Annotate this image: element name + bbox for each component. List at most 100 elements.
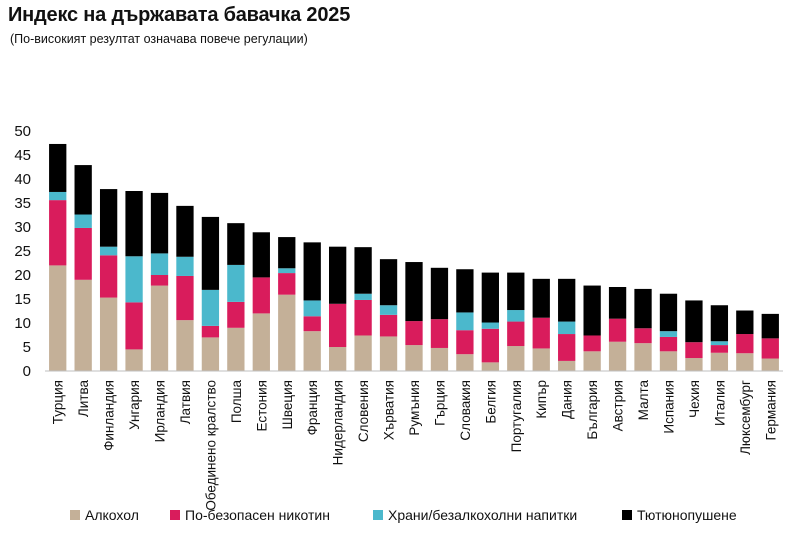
bar-segment bbox=[558, 334, 576, 361]
legend-swatch bbox=[622, 510, 632, 520]
x-tick-label: Малта bbox=[636, 380, 651, 421]
bar-stack bbox=[558, 278, 576, 371]
bars bbox=[49, 143, 779, 371]
bar-segment bbox=[583, 335, 601, 352]
bar-segment bbox=[507, 321, 525, 347]
bar-segment bbox=[150, 275, 169, 286]
bar-segment bbox=[507, 310, 525, 322]
bar-segment bbox=[736, 353, 754, 371]
bar-segment bbox=[150, 192, 169, 254]
x-tick-label: Чехия bbox=[687, 380, 702, 418]
bar-segment bbox=[659, 336, 678, 352]
bar-segment bbox=[405, 345, 423, 371]
legend-item: По-безопасен никотин bbox=[170, 507, 330, 523]
bar-segment bbox=[558, 321, 576, 335]
bar-segment bbox=[201, 325, 220, 338]
x-tick-label: Полша bbox=[229, 380, 244, 424]
bar-segment bbox=[710, 345, 729, 353]
bar-segment bbox=[379, 314, 398, 337]
bar-stack bbox=[201, 216, 220, 371]
bar-segment bbox=[303, 242, 321, 301]
legend-label: По-безопасен никотин bbox=[185, 507, 330, 523]
bar-segment bbox=[125, 191, 143, 257]
legend-label: Тютюнопушене bbox=[637, 507, 737, 523]
legend-label: Алкохол bbox=[85, 507, 139, 523]
y-tick-label: 35 bbox=[14, 195, 31, 212]
x-tick-label: Румъния bbox=[407, 380, 422, 436]
bar-segment bbox=[150, 253, 169, 275]
bar-segment bbox=[354, 293, 372, 300]
bar-segment bbox=[329, 303, 347, 347]
bar-segment bbox=[608, 341, 627, 371]
bar-segment bbox=[736, 334, 754, 354]
bar-segment bbox=[99, 246, 118, 256]
bar-stack bbox=[354, 247, 372, 371]
bar-segment bbox=[456, 269, 474, 313]
bar-segment bbox=[532, 348, 550, 371]
bar-segment bbox=[608, 287, 627, 319]
y-tick-label: 10 bbox=[14, 315, 31, 332]
legend-swatch bbox=[70, 510, 80, 520]
bar-segment bbox=[634, 288, 652, 329]
bar-stack bbox=[634, 288, 652, 371]
legend-item: Тютюнопушене bbox=[622, 507, 737, 523]
legend-label: Храни/безалкохолни напитки bbox=[388, 507, 577, 523]
bar-segment bbox=[150, 285, 169, 371]
x-tick-label: Хърватия bbox=[382, 380, 397, 440]
bar-segment bbox=[481, 328, 499, 363]
y-tick-label: 0 bbox=[23, 363, 31, 380]
bar-stack bbox=[685, 300, 703, 371]
bar-segment bbox=[405, 262, 423, 322]
y-tick-label: 5 bbox=[23, 339, 31, 356]
bar-segment bbox=[659, 293, 678, 332]
bar-segment bbox=[99, 189, 118, 247]
bar-stack bbox=[125, 191, 143, 371]
bar-stack bbox=[379, 259, 398, 371]
bar-segment bbox=[278, 237, 296, 269]
bar-segment bbox=[558, 360, 576, 371]
bar-segment bbox=[49, 200, 67, 266]
y-tick-label: 50 bbox=[14, 123, 31, 140]
bar-segment bbox=[303, 331, 321, 371]
bar-stack bbox=[481, 272, 499, 371]
bar-segment bbox=[685, 358, 703, 371]
bar-segment bbox=[761, 358, 779, 371]
bar-segment bbox=[278, 273, 296, 295]
bar-segment bbox=[558, 278, 576, 322]
bar-stack bbox=[507, 272, 525, 371]
bar-stack bbox=[303, 242, 321, 371]
bar-segment bbox=[430, 267, 449, 320]
bar-segment bbox=[379, 259, 398, 306]
bar-segment bbox=[761, 313, 779, 339]
bar-segment bbox=[99, 297, 118, 371]
bar-segment bbox=[608, 318, 627, 342]
x-tick-label: Обединено кралство bbox=[203, 380, 218, 511]
bar-segment bbox=[710, 352, 729, 371]
bar-stack bbox=[583, 285, 601, 371]
bar-segment bbox=[49, 191, 67, 201]
bar-stack bbox=[532, 278, 550, 371]
bar-segment bbox=[201, 289, 220, 326]
bar-segment bbox=[405, 321, 423, 346]
bar-segment bbox=[634, 328, 652, 344]
x-tick-label: Испания bbox=[661, 380, 676, 434]
bar-segment bbox=[634, 343, 652, 371]
x-tick-label: Литва bbox=[76, 380, 91, 418]
bar-segment bbox=[125, 302, 143, 350]
bar-segment bbox=[507, 346, 525, 371]
y-tick-label: 15 bbox=[14, 291, 31, 308]
bar-segment bbox=[176, 205, 194, 257]
bar-segment bbox=[685, 342, 703, 359]
bar-segment bbox=[583, 351, 601, 371]
bar-segment bbox=[481, 272, 499, 323]
y-tick-label: 20 bbox=[14, 267, 31, 284]
bar-segment bbox=[329, 347, 347, 371]
bar-segment bbox=[329, 246, 347, 304]
x-tick-label: Люксембург bbox=[738, 380, 753, 455]
bar-stack bbox=[49, 143, 67, 371]
bar-segment bbox=[456, 354, 474, 371]
bar-stack bbox=[659, 293, 678, 371]
x-tick-label: Словения bbox=[356, 380, 371, 442]
bar-segment bbox=[481, 322, 499, 329]
